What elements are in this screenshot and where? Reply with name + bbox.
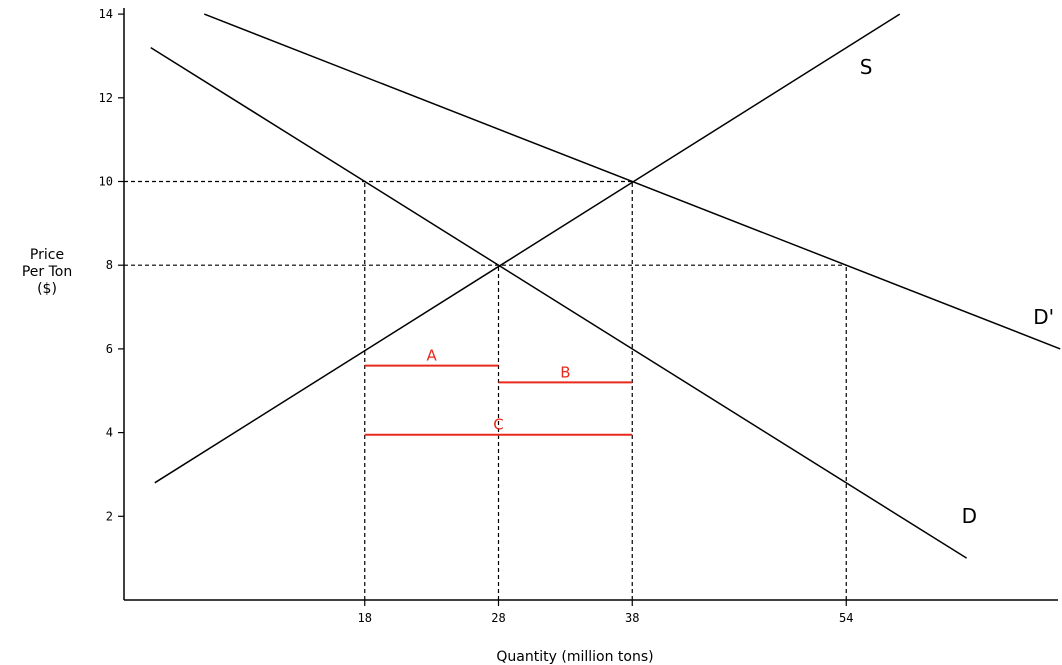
y-tick-label: 14	[99, 7, 113, 21]
axes	[123, 8, 1058, 601]
ticks: 2 4 6 8 10 12 14 18 28 38 54	[99, 7, 854, 625]
y-axis-title-line2: Per Ton	[22, 264, 72, 280]
x-tick-label: 28	[491, 611, 505, 625]
curve-label-d: D	[962, 504, 977, 528]
y-tick-label: 6	[106, 342, 113, 356]
y-tick-label: 12	[99, 91, 113, 105]
x-tick-label: 38	[625, 611, 639, 625]
y-axis-title-line3: ($)	[37, 281, 57, 297]
labels: Quantity (million tons) Price Per Ton ($…	[22, 247, 654, 665]
segment-label-b: B	[560, 363, 570, 381]
x-tick-label: 18	[358, 611, 372, 625]
segments: A B C	[364, 347, 633, 436]
segment-label-c: C	[493, 416, 503, 434]
y-tick-label: 4	[106, 426, 113, 440]
y-tick-label: 2	[106, 509, 113, 523]
x-axis-title: Quantity (million tons)	[496, 649, 653, 665]
y-tick-label: 8	[106, 258, 113, 272]
curves: S D D'	[150, 13, 1061, 559]
x-tick-label: 54	[839, 611, 853, 625]
curve-s	[154, 13, 901, 484]
curve-label-d-prime: D'	[1033, 305, 1054, 329]
curve-d-prime	[203, 13, 1061, 350]
reference-lines	[124, 180, 847, 600]
curve-d	[150, 46, 968, 559]
curve-label-s: S	[860, 55, 873, 79]
segment-label-a: A	[426, 347, 437, 365]
y-axis-title-line1: Price	[30, 247, 64, 263]
y-tick-label: 10	[99, 175, 113, 189]
